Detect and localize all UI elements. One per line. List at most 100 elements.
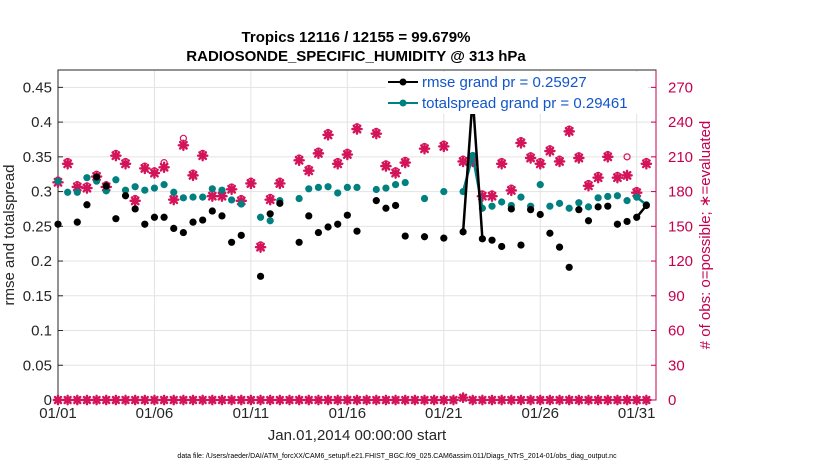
obs-zero-point-stroke <box>391 395 400 405</box>
obs-zero-point <box>197 394 209 406</box>
obs-zero-point <box>438 394 450 406</box>
obs-zero-point <box>206 394 218 406</box>
obs-zero-point-stroke <box>410 395 420 405</box>
obs-zero-point-stroke <box>246 395 256 405</box>
obs-evaluated-point <box>206 190 219 203</box>
obs-zero-point-stroke <box>449 395 458 405</box>
obs-evaluated-point <box>264 193 276 206</box>
rmse-point <box>170 224 178 232</box>
rmse-point <box>228 238 236 246</box>
rmse-point <box>112 215 120 223</box>
obs-evaluated-point <box>81 182 93 194</box>
y-tick-label: 0 <box>44 392 52 409</box>
rmse-point <box>305 212 313 220</box>
obs-zero-point-stroke <box>584 395 593 405</box>
obs-evaluated-point-stroke <box>130 196 140 206</box>
chart-subtitle: RADIOSONDE_SPECIFIC_HUMIDITY @ 313 hPa <box>186 48 526 65</box>
chart-title: Tropics 12116 / 12155 = 99.679% <box>242 29 471 46</box>
x-tick-label: 01/06 <box>136 405 174 422</box>
legend-background <box>386 72 648 114</box>
rmse-point <box>334 220 342 228</box>
rmse-point <box>440 234 448 242</box>
obs-zero-point <box>264 394 276 406</box>
rmse-point <box>478 235 486 243</box>
obs-zero-point-stroke <box>468 395 477 405</box>
x-tick-label: 01/21 <box>425 405 463 422</box>
spread-point <box>256 213 265 221</box>
obs-zero-point <box>303 394 315 406</box>
spread-point <box>440 187 448 196</box>
obs-evaluated-point-stroke <box>313 148 323 158</box>
obs-zero-point-stroke <box>420 395 429 405</box>
spread-point <box>295 194 303 203</box>
obs-evaluated-point-stroke <box>188 170 198 180</box>
obs-evaluated-point <box>158 161 170 174</box>
obs-evaluated-point-stroke <box>265 195 275 205</box>
spread-point <box>324 183 332 191</box>
rmse-point <box>199 216 207 224</box>
spread-point <box>343 183 351 192</box>
rmse-point <box>507 205 515 213</box>
obs-zero-point-stroke <box>111 395 121 405</box>
obs-evaluated-point-stroke <box>458 157 468 166</box>
y-axis-right-label: # of obs: o=possible; ∗=evaluated <box>697 121 714 350</box>
obs-zero-point <box>544 394 556 406</box>
rmse-point <box>565 263 573 271</box>
obs-evaluated-point <box>254 241 267 253</box>
obs-evaluated-point <box>129 195 141 207</box>
rmse-point <box>92 173 101 181</box>
obs-evaluated-point-stroke <box>323 130 333 140</box>
rmse-point <box>584 217 593 225</box>
rmse-point <box>353 227 361 235</box>
obs-evaluated-point <box>322 129 334 141</box>
obs-evaluated-point-stroke <box>111 151 121 161</box>
obs-evaluated-point <box>293 154 305 167</box>
obs-zero-point <box>409 394 421 406</box>
x-tick-label: 01/31 <box>618 405 656 422</box>
obs-evaluated-point <box>553 155 566 168</box>
rmse-point <box>73 218 81 226</box>
obs-zero-point-stroke <box>343 395 352 405</box>
obs-evaluated-point-stroke <box>207 191 217 201</box>
obs-evaluated-point-stroke <box>497 159 507 169</box>
obs-zero-point-stroke <box>362 395 371 405</box>
data-file-footnote: data file: /Users/raeder/DAI/ATM_forcXX/… <box>177 453 617 460</box>
legend-spread-label: totalspread grand pr = 0.29461 <box>422 95 628 112</box>
obs-evaluated-point-stroke <box>294 155 304 165</box>
obs-zero-point-stroke <box>603 395 612 405</box>
y-tick-label: 0.2 <box>31 253 52 270</box>
spread-point <box>141 186 149 194</box>
obs-zero-point <box>81 394 93 406</box>
spread-point <box>54 177 62 185</box>
obs-zero-point <box>428 394 440 406</box>
rmse-point <box>218 212 226 220</box>
obs-zero-point-stroke <box>53 395 63 405</box>
obs-zero-point <box>351 394 363 406</box>
rmse-line <box>461 97 484 239</box>
x-tick-label: 01/16 <box>329 405 367 422</box>
spread-point <box>584 203 593 211</box>
obs-zero-point <box>149 394 160 406</box>
obs-zero-point-stroke <box>150 395 159 405</box>
obs-zero-point-stroke <box>140 395 149 405</box>
obs-evaluated-point <box>563 125 575 138</box>
obs-zero-point <box>380 394 392 406</box>
y-tick-label: 0.25 <box>23 218 52 235</box>
x-tick-label: 01/01 <box>39 405 77 422</box>
obs-evaluated-point-stroke <box>227 184 237 194</box>
obs-evaluated-point <box>486 190 498 203</box>
obs-evaluated-point-stroke <box>381 161 391 171</box>
obs-zero-point-stroke <box>478 395 487 405</box>
obs-evaluated-point-stroke <box>555 157 565 166</box>
obs-zero-point <box>621 394 633 406</box>
obs-zero-point <box>390 394 401 406</box>
obs-zero-point-stroke <box>439 395 448 405</box>
obs-evaluated-point-stroke <box>487 191 497 201</box>
spread-point <box>353 183 361 192</box>
obs-zero-point <box>534 394 546 406</box>
obs-zero-point-stroke <box>333 395 342 405</box>
obs-zero-point <box>52 394 64 406</box>
obs-zero-point <box>274 394 286 406</box>
legend: rmse grand pr = 0.25927 totalspread gran… <box>386 72 648 114</box>
legend-spread-marker <box>399 99 407 107</box>
